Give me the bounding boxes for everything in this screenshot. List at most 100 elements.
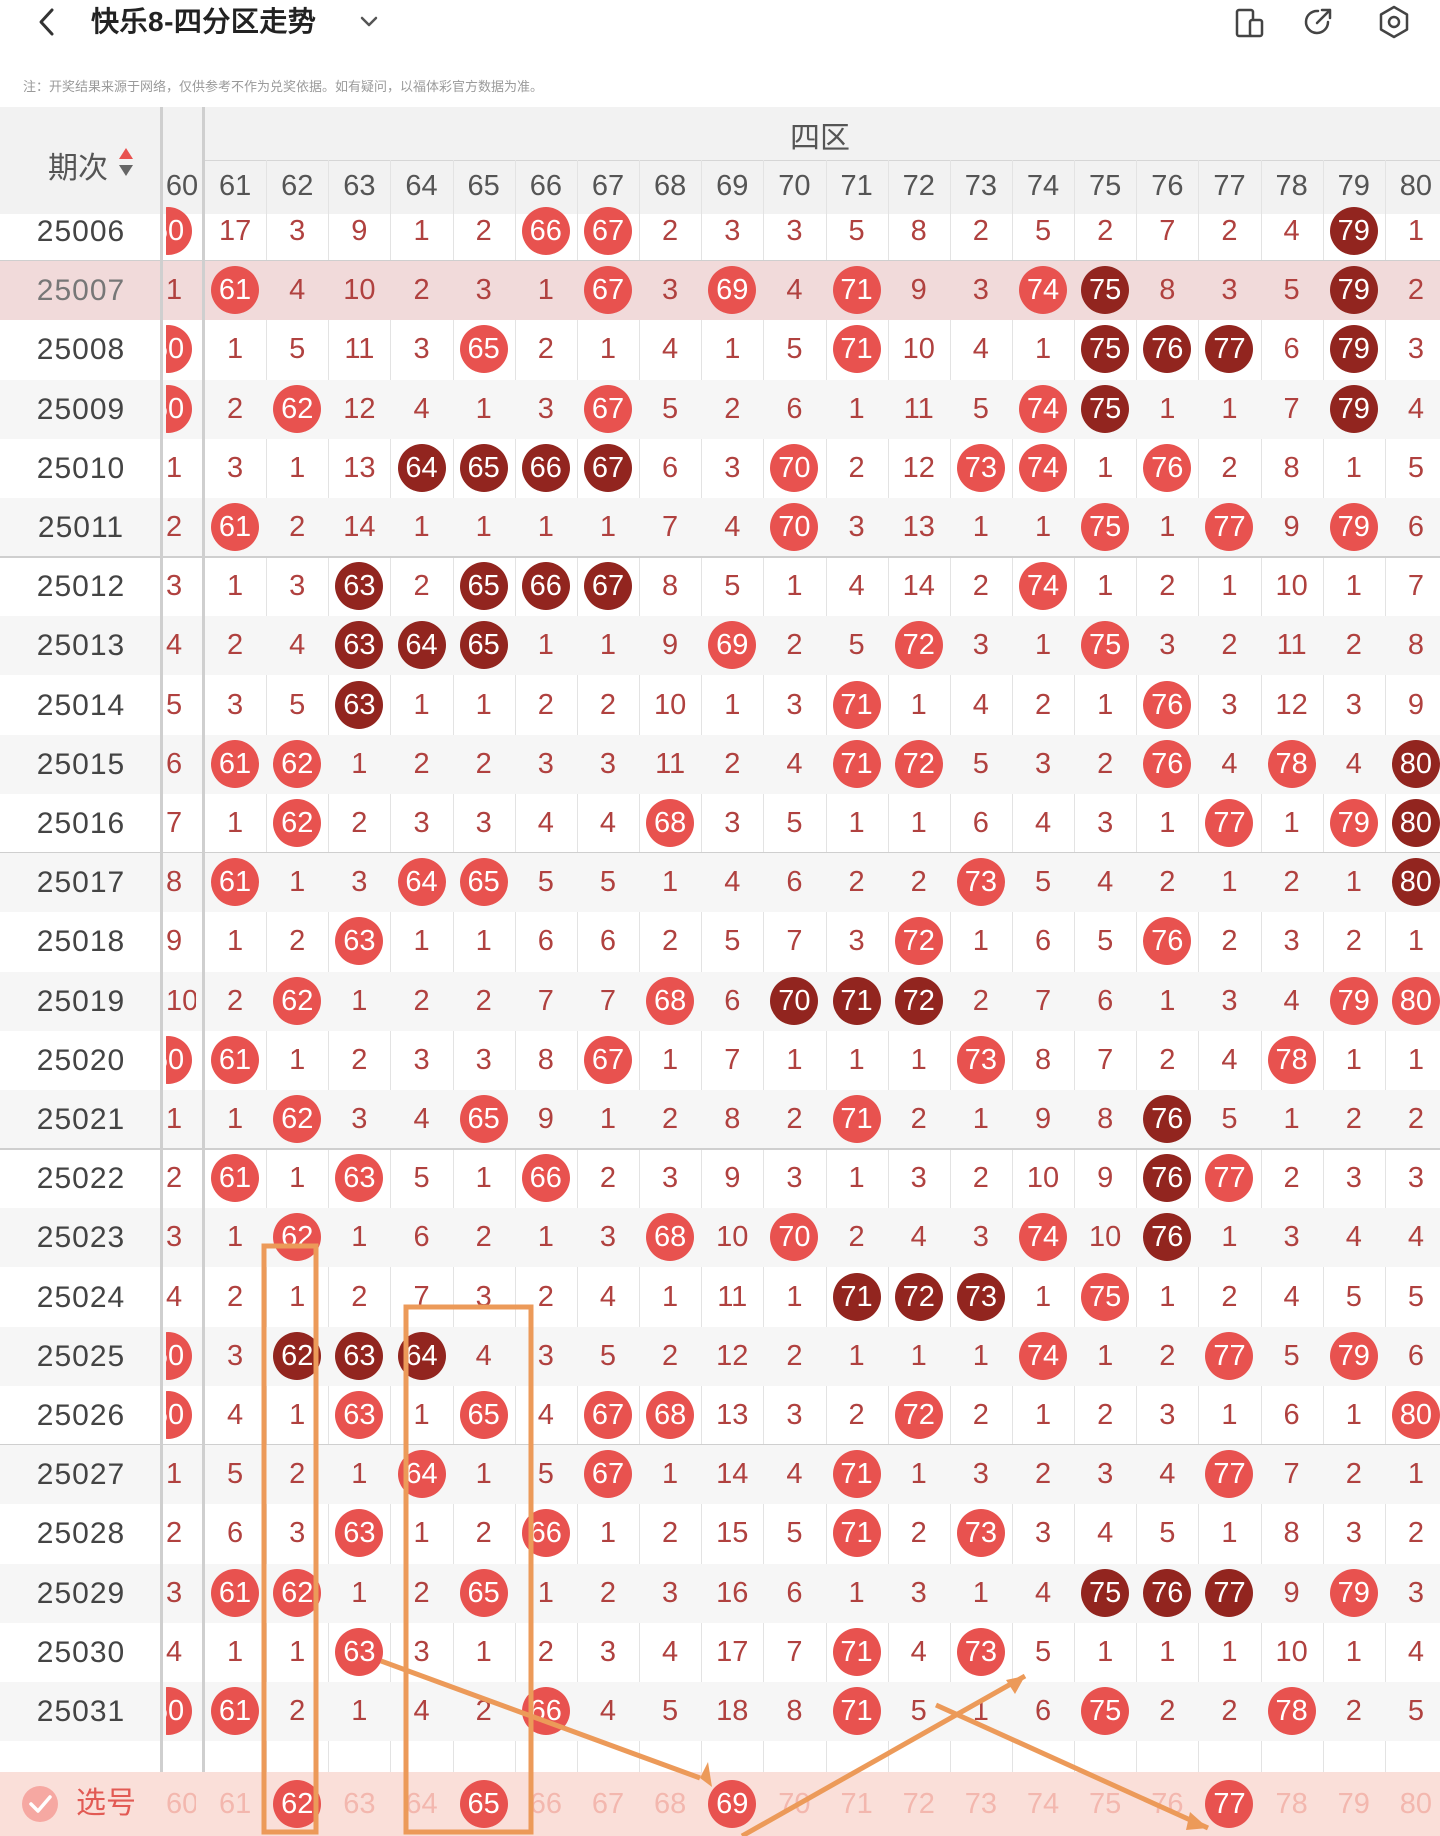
table-row[interactable]: 25011 2 61 2 14 1 1 1 1 7 4 70 3 13 1 1 75 1 77 9 79 6	[0, 498, 1440, 557]
pick-number[interactable]: 78	[1275, 1788, 1308, 1820]
pick-number[interactable]: 73	[964, 1788, 997, 1820]
miss-count-cell: 2	[413, 1576, 430, 1609]
draw-cell: 73	[950, 439, 1012, 498]
pick-number-selected[interactable]: 77	[1198, 1772, 1260, 1836]
table-row[interactable]: 25029 3 61 62 1 2 65 1 2 3 16 6 1 3 1 4 75 76 77 9 79 3	[0, 1563, 1440, 1623]
table-row[interactable]: 25007 1 61 4 10 2 3 1 67 3 69 4 71 9 3 74 75 8 3 5 79 2	[0, 261, 1440, 321]
pick-number[interactable]: 67	[591, 1788, 625, 1820]
pick-number[interactable]: 70	[778, 1788, 811, 1820]
pick-number[interactable]: 75	[1089, 1788, 1122, 1820]
pick-number[interactable]: 74	[1026, 1788, 1060, 1820]
miss-count-cell: 1	[848, 392, 865, 425]
miss-count-cell: 5	[724, 925, 741, 958]
period-cell: 25029	[36, 1576, 126, 1610]
pick-label[interactable]: 选号	[76, 1787, 136, 1820]
miss-count-cell: 1	[1221, 1221, 1238, 1254]
chevron-left-icon[interactable]	[30, 2, 66, 42]
miss-count-cell: 3	[537, 392, 554, 425]
table-row[interactable]: 25028 2 6 3 63 1 2 66 1 2 15 5 71 2 73 3 4 5 1 8 3 2	[0, 1504, 1440, 1563]
pick-number[interactable]: 63	[343, 1788, 376, 1820]
table-row[interactable]: 25015 6 61 62 1 2 2 3 3 11 2 4 71 72 5 3 2 76 4 78 4 80	[0, 734, 1440, 794]
table-row[interactable]: 25010 1 3 1 13 64 65 66 67 6 3 70 2 12 73 74 1 76 2 8 1 5	[0, 439, 1440, 498]
selected-number-ball[interactable]: 65	[459, 1780, 508, 1828]
pick-number-selected[interactable]: 62	[266, 1772, 328, 1836]
table-row[interactable]: 25013 4 2 4 63 64 65 1 1 9 69 2 5 72 3 1 75 3 2 11 2 8	[0, 616, 1440, 676]
table-row[interactable]: 25022 2 61 1 63 5 1 66 2 3 9 3 1 3 2 10 9 76 77 2 3 3	[0, 1149, 1440, 1208]
miss-count-cell: 3	[972, 629, 989, 662]
table-row[interactable]: 25020 60 61 1 2 3 3 8 67 1 7 1 1 1 73 8 7 2 4 78 1 1	[0, 1031, 1440, 1090]
table-row[interactable]: 25014 5 3 5 63 1 1 2 2 10 1 3 71 1 4 2 1 76 3 12 3 9	[0, 676, 1440, 735]
table-row[interactable]: 25030 4 1 1 63 3 1 2 3 4 17 7 71 4 73 5 1 1 1 10 1 4	[0, 1623, 1440, 1682]
miss-count-cell: 4	[1407, 1221, 1424, 1254]
table-row[interactable]: 25018 9 1 2 63 1 1 6 6 2 5 7 3 72 1 6 5 76 2 3 2 1	[0, 912, 1440, 971]
column-header-74: 74	[1026, 170, 1060, 202]
draw-cell: 72	[888, 1386, 950, 1445]
drawn-number-ball: 61	[211, 739, 260, 788]
miss-count-cell: 1	[786, 1280, 803, 1313]
layout-toggle-icon[interactable]	[1229, 2, 1269, 42]
pick-number[interactable]: 79	[1337, 1788, 1370, 1820]
chevron-down-icon[interactable]	[355, 8, 383, 36]
table-row[interactable]: 25026 60 4 1 63 1 65 4 67 68 13 3 2 72 2 1 2 3 1 6 1 80	[0, 1386, 1440, 1445]
column-header-69: 69	[716, 170, 749, 202]
miss-count-cell: 6	[662, 451, 679, 484]
pick-number[interactable]: 61	[218, 1788, 252, 1820]
settings-icon[interactable]	[1374, 2, 1414, 42]
pick-number[interactable]: 66	[529, 1788, 562, 1820]
pick-number[interactable]: 76	[1151, 1788, 1184, 1820]
period-cell: 25019	[36, 984, 126, 1018]
drawn-number-ball: 62	[273, 976, 322, 1025]
table-row[interactable]: 25027 1 5 2 1 64 1 5 67 1 14 4 71 1 3 2 3 4 77 7 2 1	[0, 1445, 1440, 1505]
check-circle-icon[interactable]	[20, 1784, 60, 1824]
pick-number-partial[interactable]: 60	[166, 1788, 196, 1820]
table-row[interactable]: 25017 8 61 1 3 64 65 5 5 1 4 6 2 2 73 5 4 2 1 2 1 80	[0, 853, 1440, 913]
table-row[interactable]: 25006 60 17 3 9 1 2 66 67 2 3 3 5 8 2 5 2 7 2 4 79 1	[0, 202, 1440, 261]
drawn-number-ball: 64	[397, 1450, 446, 1499]
drawn-number-ball: 74	[1019, 384, 1067, 433]
table-row[interactable]: 25021 1 1 62 3 4 65 9 1 2 8 2 71 2 1 9 8 76 5 1 2 2	[0, 1090, 1440, 1149]
drawn-number-ball: 77	[1205, 1331, 1254, 1380]
table-row[interactable]: 25023 3 1 62 1 6 2 1 3 68 10 70 2 4 3 74 10 76 1 3 4 4	[0, 1208, 1440, 1268]
miss-count-cell: 1	[1283, 807, 1300, 839]
miss-count-cell: 4	[786, 747, 803, 780]
miss-count-cell: 11	[903, 392, 934, 425]
selected-number-ball[interactable]: 69	[708, 1780, 757, 1828]
table-row[interactable]: 2500960262124136752611157475117794	[0, 379, 1440, 439]
pick-number[interactable]: 71	[840, 1788, 873, 1820]
table-row[interactable]: 25012 3 1 3 63 2 65 66 67 8 5 1 4 14 2 74 1 2 1 10 1 7	[0, 557, 1440, 616]
table-row[interactable]: 25031 60 61 2 1 4 2 66 4 5 18 8 71 5 1 6 75 2 2 78 2 5	[0, 1682, 1440, 1741]
miss-count-cell: 2	[848, 866, 865, 899]
table-row[interactable]: 25019 10 2 62 1 2 2 7 7 68 6 70 71 72 2 7 6 1 3 4 79 80	[0, 971, 1440, 1031]
drawn-number-ball: 76	[1143, 1154, 1192, 1203]
selected-number-ball[interactable]: 77	[1205, 1780, 1254, 1828]
pick-number-selected[interactable]: 69	[701, 1772, 763, 1836]
draw-cell: 72	[888, 616, 950, 675]
drawn-number-ball: 65	[459, 443, 508, 492]
miss-count-cell: 2	[1345, 925, 1362, 958]
selected-number-ball[interactable]: 62	[273, 1780, 322, 1828]
table-row[interactable]: 25016 7 1 62 2 3 3 4 4 68 3 5 1 1 6 4 3 1 77 1 79 80	[0, 794, 1440, 853]
miss-count-cell: 4	[1407, 1635, 1424, 1668]
pick-number[interactable]: 72	[902, 1788, 935, 1820]
table-row[interactable]: 25024 4 2 1 2 7 3 2 4 1 11 1 71 72 73 1 75 1 2 4 5 5	[0, 1268, 1440, 1327]
drawn-number-ball: 65	[459, 562, 508, 611]
pick-number[interactable]: 68	[653, 1788, 687, 1820]
miss-count-cell: 7	[662, 511, 679, 543]
miss-count-cell: 5	[1034, 215, 1052, 247]
draw-cell: 61	[204, 498, 266, 557]
page-title[interactable]: 快乐8-四分区走势	[91, 6, 317, 37]
sort-icon[interactable]	[116, 145, 136, 179]
pick-number[interactable]: 80	[1399, 1788, 1433, 1820]
pick-number[interactable]: 64	[405, 1788, 438, 1820]
period-column-header[interactable]: 期次	[48, 152, 108, 185]
draw-cell: 62	[266, 794, 328, 853]
share-icon[interactable]	[1298, 2, 1338, 42]
table-row[interactable]: 2502560362636443521221117412775796	[0, 1326, 1440, 1386]
draw-cell: 79	[1323, 498, 1385, 557]
draw-cell: 71	[826, 320, 888, 379]
draw-cell: 61	[204, 261, 266, 320]
drawn-number-ball: 67	[583, 1035, 632, 1084]
miss-count-cell: 2	[786, 629, 803, 662]
table-row[interactable]: 25008 60 1 5 11 3 65 2 1 4 1 5 71 10 4 1 75 76 77 6 79 3	[0, 320, 1440, 379]
pick-number-selected[interactable]: 65	[453, 1772, 515, 1836]
